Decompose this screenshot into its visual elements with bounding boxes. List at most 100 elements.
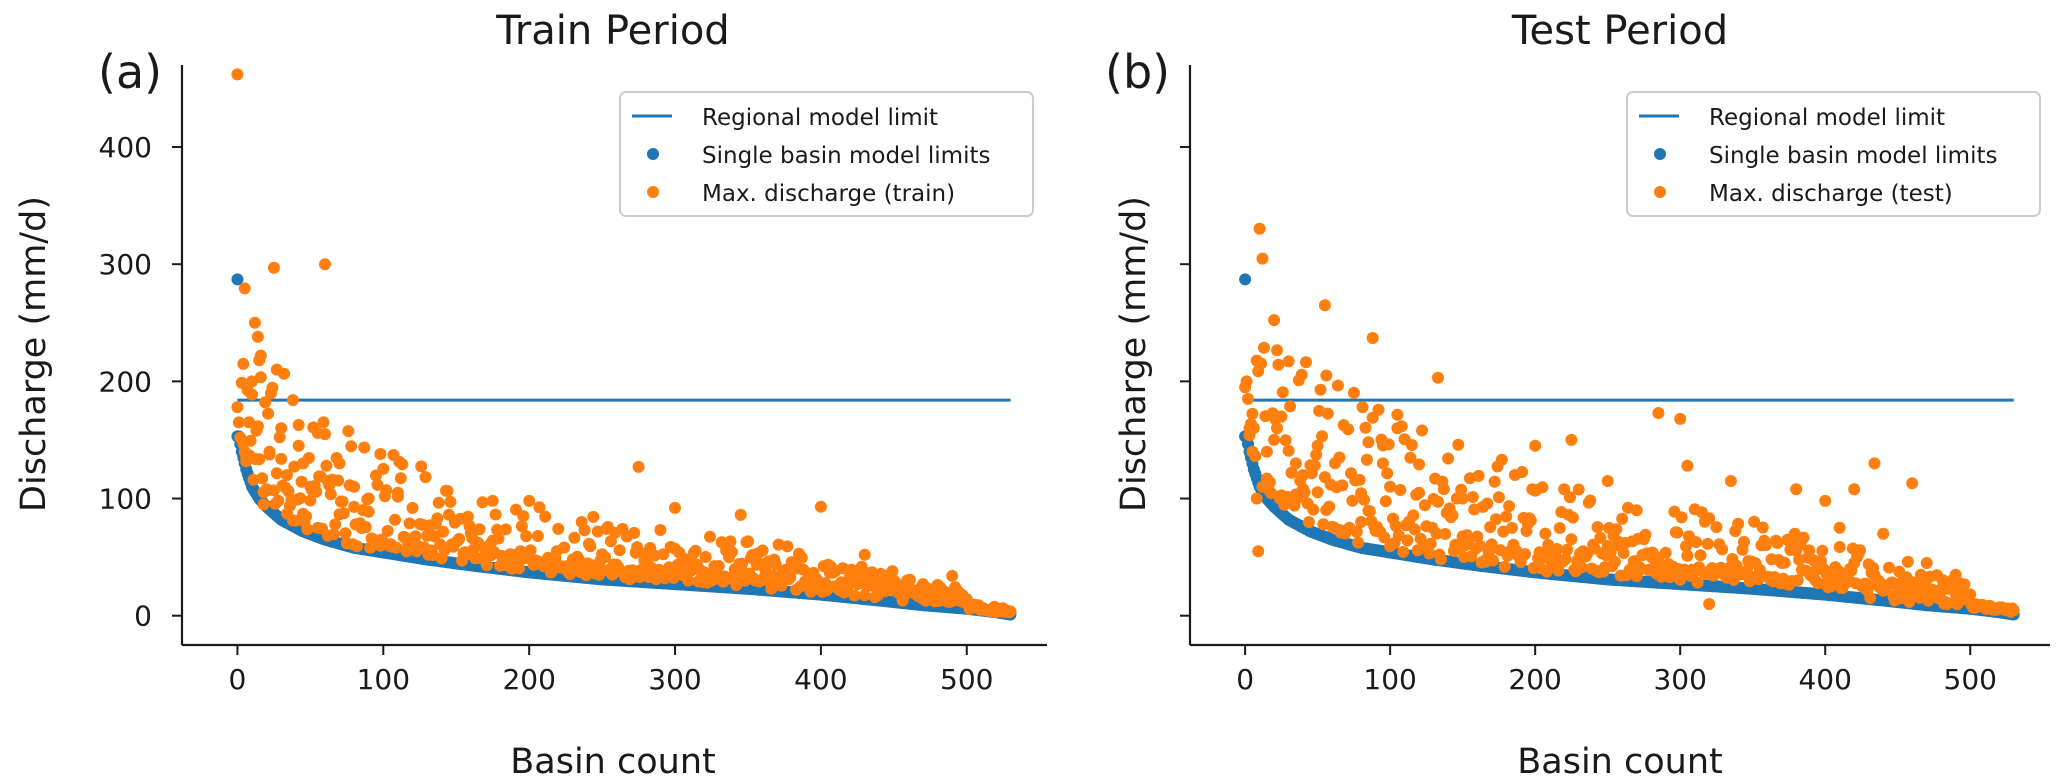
max-discharge-point bbox=[1401, 534, 1414, 547]
max-discharge-point bbox=[1407, 509, 1420, 522]
max-discharge-point bbox=[682, 574, 695, 587]
max-discharge-point bbox=[1630, 504, 1643, 517]
max-discharge-point bbox=[1675, 511, 1688, 524]
max-discharge-point bbox=[371, 478, 384, 491]
plot-area bbox=[1239, 222, 2020, 621]
max-discharge-point bbox=[1883, 561, 1895, 574]
max-discharge-point bbox=[286, 394, 299, 407]
max-discharge-point bbox=[1285, 466, 1298, 479]
max-discharge-point bbox=[1321, 407, 1334, 420]
y-tick-label: 300 bbox=[99, 248, 152, 281]
max-discharge-point bbox=[294, 492, 307, 505]
max-discharge-point bbox=[1358, 493, 1370, 506]
chart-title: Train Period bbox=[495, 8, 729, 54]
y-tick-label: 200 bbox=[99, 365, 152, 398]
x-tick-label: 500 bbox=[1944, 663, 1997, 696]
legend-orange-marker bbox=[1654, 186, 1666, 198]
max-discharge-point bbox=[1389, 520, 1402, 532]
max-discharge-point bbox=[1243, 422, 1256, 435]
max-discharge-point bbox=[858, 548, 871, 561]
x-axis-label: Basin count bbox=[1517, 742, 1722, 782]
max-discharge-point bbox=[1405, 439, 1418, 451]
max-discharge-point bbox=[1372, 403, 1385, 416]
max-discharge-point bbox=[332, 474, 345, 487]
max-discharge-point bbox=[1397, 545, 1410, 558]
max-discharge-point bbox=[480, 559, 493, 572]
max-discharge-point bbox=[2007, 604, 2020, 617]
max-discharge-point bbox=[515, 520, 528, 533]
max-discharge-point bbox=[1565, 533, 1578, 546]
max-discharge-point bbox=[584, 540, 597, 553]
max-discharge-point bbox=[769, 558, 782, 571]
max-discharge-point bbox=[1366, 332, 1379, 344]
max-discharge-point bbox=[486, 494, 499, 507]
max-discharge-point bbox=[1311, 486, 1324, 499]
max-discharge-point bbox=[237, 357, 250, 370]
max-discharge-point bbox=[1260, 445, 1273, 458]
max-discharge-point bbox=[1318, 299, 1331, 312]
max-discharge-point bbox=[520, 530, 533, 543]
max-discharge-point bbox=[1816, 544, 1829, 557]
max-discharge-point bbox=[295, 475, 308, 488]
max-discharge-point bbox=[848, 589, 861, 602]
max-discharge-point bbox=[1529, 439, 1542, 452]
max-discharge-point bbox=[552, 522, 565, 535]
max-discharge-point bbox=[1346, 494, 1359, 507]
max-discharge-point bbox=[712, 560, 725, 572]
max-discharge-point bbox=[266, 381, 279, 394]
max-discharge-point bbox=[1506, 521, 1518, 534]
max-discharge-point bbox=[461, 510, 474, 523]
max-discharge-point bbox=[254, 349, 267, 362]
max-discharge-point bbox=[513, 562, 525, 575]
max-discharge-point bbox=[300, 510, 312, 523]
max-discharge-point bbox=[1413, 486, 1426, 499]
max-discharge-point bbox=[1524, 514, 1537, 527]
max-discharge-point bbox=[1240, 375, 1253, 388]
max-discharge-point bbox=[1759, 539, 1772, 552]
max-discharge-point bbox=[736, 557, 749, 570]
max-discharge-point bbox=[1323, 500, 1336, 513]
max-discharge-point bbox=[432, 496, 445, 509]
series-max-discharge bbox=[1239, 222, 2020, 618]
max-discharge-point bbox=[342, 425, 355, 438]
max-discharge-point bbox=[1652, 407, 1665, 419]
x-tick-label: 200 bbox=[1508, 663, 1561, 696]
max-discharge-point bbox=[946, 569, 959, 582]
max-discharge-point bbox=[1964, 588, 1977, 601]
max-discharge-point bbox=[348, 480, 361, 493]
max-discharge-point bbox=[358, 441, 371, 454]
max-discharge-point bbox=[1552, 564, 1565, 577]
max-discharge-point bbox=[1316, 430, 1328, 443]
max-discharge-point bbox=[1252, 545, 1265, 558]
panel-label: (b) bbox=[1105, 45, 1170, 99]
max-discharge-point bbox=[1659, 546, 1672, 559]
max-discharge-point bbox=[1877, 527, 1890, 540]
max-discharge-point bbox=[1258, 341, 1270, 354]
max-discharge-point bbox=[1503, 500, 1516, 513]
max-discharge-point bbox=[648, 549, 661, 562]
max-discharge-point bbox=[1748, 515, 1761, 528]
max-discharge-point bbox=[374, 448, 387, 460]
max-discharge-point bbox=[232, 416, 245, 429]
max-discharge-point bbox=[1500, 510, 1513, 523]
max-discharge-point bbox=[390, 541, 403, 554]
max-discharge-point bbox=[1848, 483, 1861, 496]
max-discharge-point bbox=[1308, 459, 1321, 472]
max-discharge-point bbox=[704, 530, 716, 543]
max-discharge-point bbox=[578, 524, 591, 537]
max-discharge-point bbox=[814, 500, 827, 513]
max-discharge-point bbox=[324, 488, 337, 501]
max-discharge-point bbox=[1363, 505, 1376, 518]
max-discharge-point bbox=[1819, 494, 1832, 507]
max-discharge-point bbox=[1276, 386, 1289, 399]
max-discharge-point bbox=[304, 494, 317, 507]
x-tick-label: 300 bbox=[648, 663, 701, 696]
max-discharge-point bbox=[1256, 252, 1269, 265]
max-discharge-point bbox=[1472, 469, 1485, 482]
max-discharge-point bbox=[1271, 344, 1283, 357]
max-discharge-point bbox=[1608, 555, 1621, 568]
max-discharge-point bbox=[1539, 527, 1552, 540]
max-discharge-point bbox=[784, 571, 797, 584]
max-discharge-point bbox=[1298, 486, 1311, 499]
